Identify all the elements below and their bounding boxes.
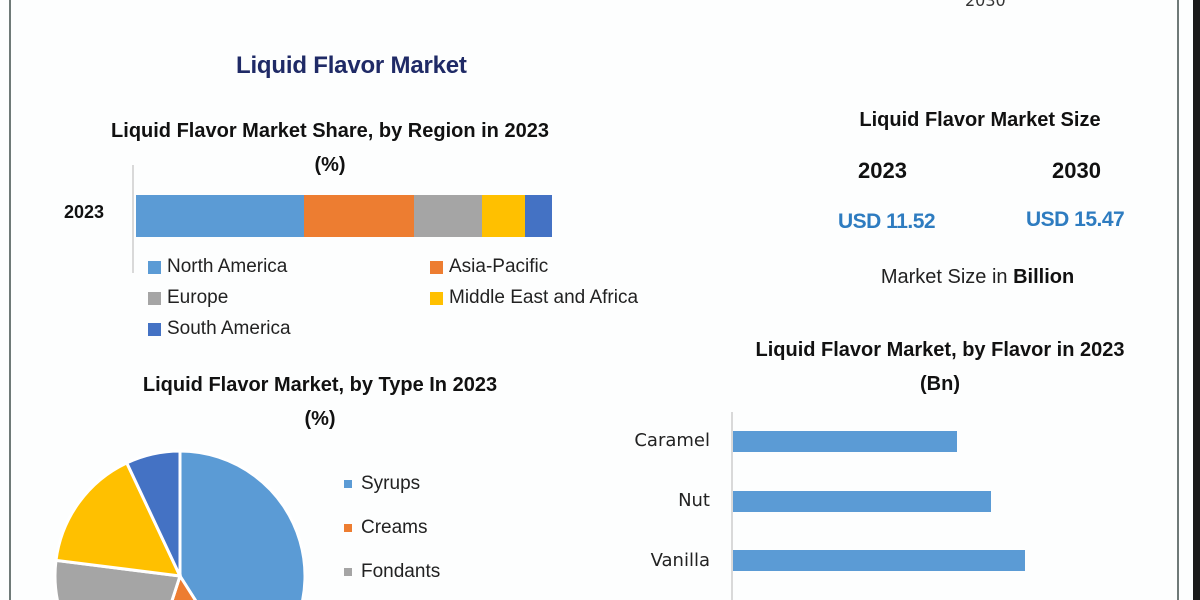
legend-label: Fondants	[361, 561, 441, 582]
legend-south-america: South America	[148, 318, 291, 340]
bar-segment-north-america	[136, 195, 305, 237]
type-chart-title: Liquid Flavor Market, by Type In 2023 (%…	[60, 368, 580, 436]
region-chart-year-label: 2023	[64, 202, 105, 222]
region-stacked-bar	[136, 195, 552, 237]
type-chart-title-text: Liquid Flavor Market, by Type In 2023	[142, 374, 498, 396]
flavor-chart-unit: (Bn)	[920, 373, 960, 395]
cropped-year-label: 2030	[965, 0, 1006, 10]
legend-mea: Middle East and Africa	[430, 287, 638, 309]
legend-label: Creams	[361, 517, 428, 538]
legend-europe: Europe	[148, 287, 228, 309]
legend-label: Asia-Pacific	[449, 256, 549, 277]
page-title: Liquid Flavor Market	[236, 52, 467, 79]
market-size-note-unit: Billion	[1013, 266, 1075, 288]
pie-slice-other-dark-blue-	[124, 449, 182, 577]
legend-label: Europe	[167, 287, 229, 308]
region-chart-title: Liquid Flavor Market Share, by Region in…	[50, 114, 610, 182]
region-chart-axis	[132, 165, 134, 273]
flavor-bar-caramel	[733, 431, 957, 452]
market-size-title: Liquid Flavor Market Size	[859, 109, 1101, 131]
legend-north-america: North America	[148, 256, 287, 278]
pie-slice-fondants	[53, 558, 182, 600]
frame-left-border	[9, 0, 11, 600]
pie-slice-other-yellow-	[54, 460, 183, 578]
frame-right-border	[1177, 0, 1179, 600]
legend-swatch-icon	[344, 568, 352, 576]
market-size-year-2023: 2023	[858, 158, 907, 183]
legend-swatch-icon	[148, 291, 161, 305]
legend-swatch-icon	[344, 524, 352, 532]
bar-segment-europe	[413, 195, 482, 237]
region-chart-title-text: Liquid Flavor Market Share, by Region in…	[111, 120, 549, 142]
legend-label: South America	[167, 318, 291, 339]
type-chart-unit: (%)	[304, 408, 336, 430]
market-size-year-2030: 2030	[1052, 158, 1101, 183]
flavor-chart-axis	[731, 412, 733, 600]
legend-asia-pacific: Asia-Pacific	[430, 256, 548, 278]
legend-label: Syrups	[361, 473, 421, 494]
legend-swatch-icon	[344, 480, 352, 488]
flavor-bar-vanilla	[733, 550, 1025, 571]
region-chart-unit: (%)	[314, 154, 346, 176]
flavor-label-vanilla: Vanilla	[650, 550, 710, 571]
legend-swatch-icon	[148, 260, 161, 274]
market-size-value-2030: USD 15.47	[1026, 208, 1125, 231]
bar-segment-south-america	[524, 195, 552, 237]
market-size-note: Market Size in Billion	[800, 266, 1155, 289]
flavor-chart-title-text: Liquid Flavor Market, by Flavor in 2023	[755, 339, 1125, 361]
flavor-chart-title: Liquid Flavor Market, by Flavor in 2023 …	[700, 333, 1180, 401]
flavor-bar-nut	[733, 491, 991, 512]
pie-slice-syrups	[178, 449, 307, 600]
flavor-label-caramel: Caramel	[634, 430, 710, 451]
legend-swatch-icon	[148, 322, 161, 336]
market-size-note-text: Market Size in	[880, 266, 1014, 288]
legend-swatch-icon	[430, 260, 443, 274]
bar-segment-middle-east-and-africa	[481, 195, 525, 237]
legend-creams: Creams	[344, 517, 428, 539]
bar-segment-asia-pacific	[304, 195, 414, 237]
legend-swatch-icon	[430, 291, 443, 305]
edge-strip	[1193, 0, 1200, 600]
legend-label: Middle East and Africa	[449, 287, 639, 308]
legend-fondants: Fondants	[344, 561, 440, 583]
pie-slice-creams	[170, 572, 198, 600]
legend-label: North America	[167, 256, 288, 277]
legend-syrups: Syrups	[344, 473, 420, 495]
market-size-value-2023: USD 11.52	[838, 210, 936, 233]
flavor-label-nut: Nut	[678, 490, 710, 511]
